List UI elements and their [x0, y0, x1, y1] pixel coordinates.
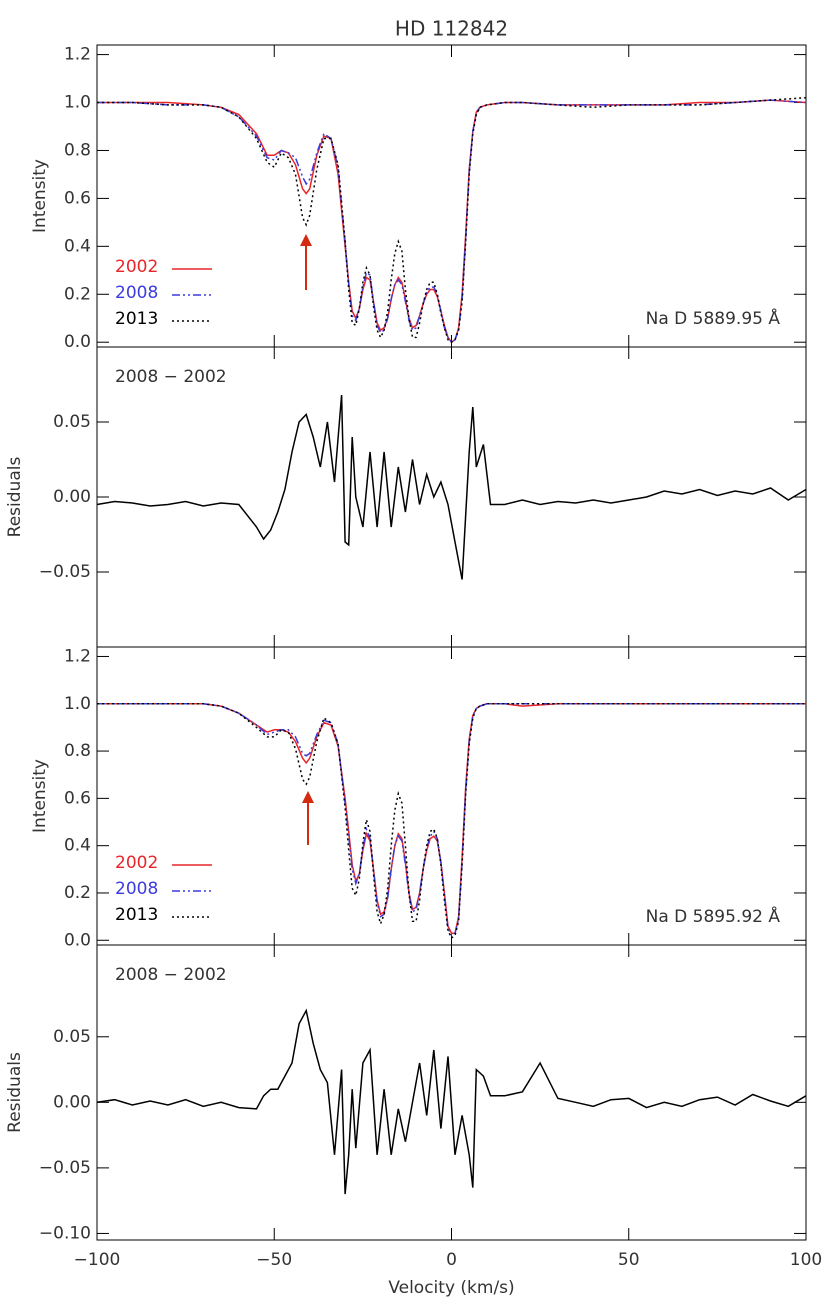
y-axis-label: Intensity: [30, 759, 50, 833]
y-axis-label: Intensity: [30, 159, 50, 233]
y-axis-label: Residuals: [5, 1052, 25, 1133]
y-tick-label: 1.2: [64, 45, 91, 65]
y-tick-label: 0.4: [64, 236, 91, 256]
plot-frame: [96, 44, 807, 348]
legend-label: 2002: [115, 257, 158, 277]
residual-line: [96, 394, 807, 580]
x-tick-label: −100: [74, 1250, 121, 1270]
arrow: [300, 234, 314, 845]
y-tick-label: −0.10: [39, 1223, 91, 1243]
spectrum-line: [97, 99, 807, 344]
spectrum-line: [97, 96, 807, 344]
x-axis-label: Velocity (km/s): [388, 1278, 514, 1298]
y-tick-label: 1.0: [64, 93, 91, 113]
plot-frame: [96, 346, 807, 648]
y-tick-label: 0.8: [64, 140, 91, 160]
y-tick-label: 0.4: [64, 836, 91, 856]
annotation: Na D 5895.92 Å: [646, 905, 781, 927]
y-tick-label: 0.8: [64, 741, 91, 761]
legend-label: 2002: [115, 853, 158, 873]
y-tick-label: 1.2: [64, 646, 91, 666]
y-tick-label: 0.05: [53, 1027, 91, 1047]
legend-label: 2013: [115, 905, 158, 925]
spectrum-line: [97, 703, 806, 937]
legend-label: 2008: [115, 879, 158, 899]
arrow-head: [300, 234, 312, 246]
y-tick-label: 0.2: [64, 883, 91, 903]
x-tick-label: 100: [790, 1250, 822, 1270]
y-tick-label: −0.05: [39, 562, 91, 582]
y-axis-label: Residuals: [5, 457, 25, 538]
residual-line: [96, 1008, 807, 1195]
y-tick-label: 0.6: [64, 188, 91, 208]
plot-frame: [96, 944, 807, 1241]
legend-label: 2013: [115, 309, 158, 329]
y-tick-label: 0.05: [53, 412, 91, 432]
y-tick-label: 0.00: [53, 1092, 91, 1112]
plot-frame: [96, 646, 807, 946]
annotation: Na D 5889.95 Å: [646, 307, 781, 329]
legend-label: 2008: [115, 283, 158, 303]
y-tick-label: 0.00: [53, 487, 91, 507]
x-tick-label: 0: [446, 1250, 457, 1270]
x-tick-label: −50: [256, 1250, 292, 1270]
chart-title: HD 112842: [395, 17, 508, 41]
x-tick-label: 50: [618, 1250, 640, 1270]
spectrum-line: [97, 703, 806, 934]
annotation: 2008 − 2002: [115, 367, 227, 387]
spectrum-line: [97, 703, 806, 940]
annotation: 2008 − 2002: [115, 965, 227, 985]
y-tick-label: 0.0: [64, 332, 91, 352]
y-tick-label: 0.2: [64, 284, 91, 304]
y-tick-label: 0.6: [64, 788, 91, 808]
y-tick-label: −0.05: [39, 1158, 91, 1178]
y-tick-label: 0.0: [64, 930, 91, 950]
arrow-head: [302, 791, 314, 803]
y-tick-label: 1.0: [64, 694, 91, 714]
spectrum-line: [97, 99, 807, 344]
